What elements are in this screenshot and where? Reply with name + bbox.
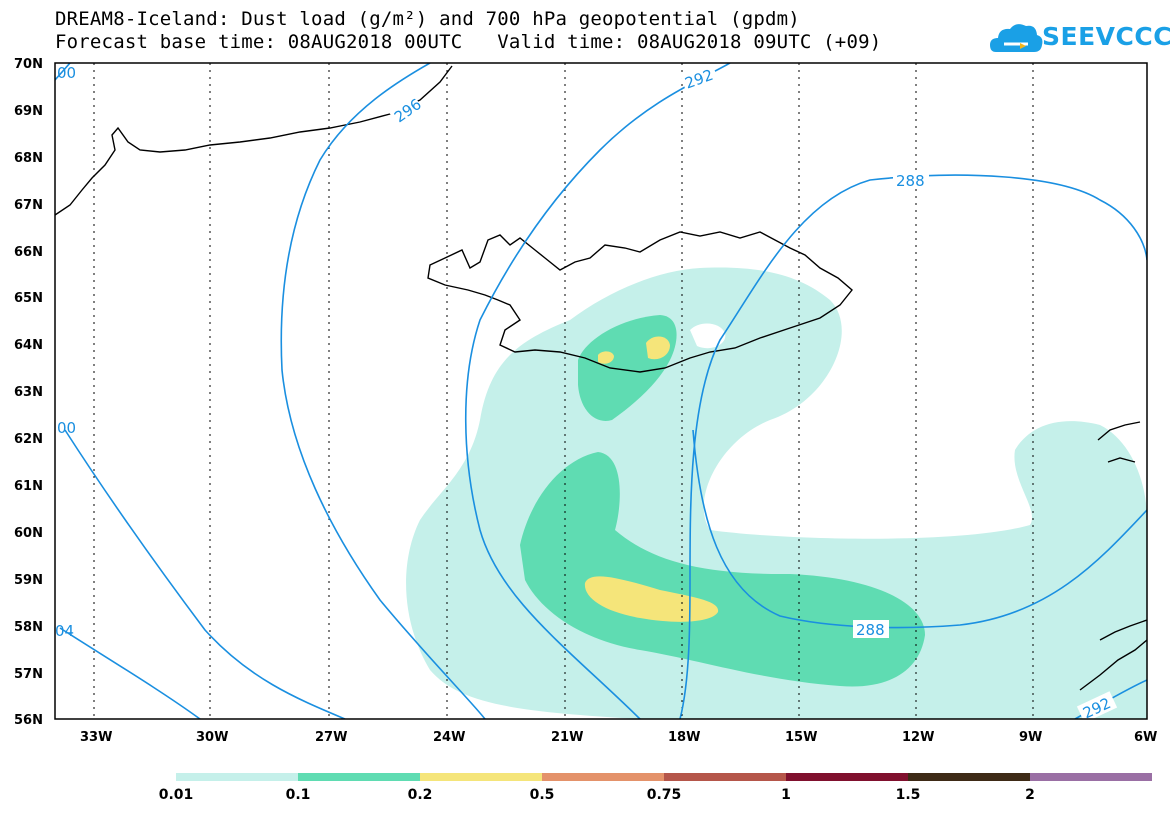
colorbar-tick-label: 2 [1025, 787, 1035, 803]
colorbar-tick-label: 0.1 [285, 787, 311, 803]
lat-label: 62N [14, 432, 43, 447]
lat-label: 69N [14, 104, 43, 119]
contour-label-288-top: 288 [896, 172, 925, 190]
colorbar-segment [664, 773, 786, 781]
lat-label: 65N [14, 291, 43, 306]
lat-label: 63N [14, 385, 43, 400]
colorbar-segment [420, 773, 542, 781]
contour-304 [59, 627, 201, 719]
colorbar-tick-label: 1 [781, 787, 791, 803]
contour-label-288-bottom: 288 [856, 621, 885, 639]
lat-label: 64N [14, 338, 43, 353]
faroe-shetland-coast [1079, 421, 1147, 691]
lon-label: 9W [1019, 730, 1042, 745]
dust-shade-0.2-a [598, 351, 614, 364]
latitude-axis: 70N 69N 68N 67N 66N 65N 64N 63N 62N 61N … [14, 57, 43, 728]
dust-shade-0.2-c [584, 576, 719, 622]
map-title: DREAM8-Iceland: Dust load (g/m²) and 700… [55, 8, 800, 30]
lon-label: 33W [80, 730, 112, 745]
colorbar-tick-label: 0.5 [529, 787, 555, 803]
map-frame [54, 62, 1148, 720]
lon-label: 6W [1134, 730, 1157, 745]
contour-288-north [679, 174, 1147, 719]
colorbar-segment [908, 773, 1030, 781]
lon-label: 30W [196, 730, 228, 745]
longitude-axis: 33W 30W 27W 24W 21W 18W 15W 12W 9W 6W [80, 730, 1157, 745]
contour-label-292-top: 292 [683, 66, 716, 93]
lon-label: 12W [902, 730, 934, 745]
contour-300-top [55, 63, 71, 81]
lon-label: 21W [551, 730, 583, 745]
forecast-time-line: Forecast base time: 08AUG2018 00UTC Vali… [55, 31, 882, 53]
colorbar-tick-label: 1.5 [895, 787, 921, 803]
lat-label: 68N [14, 151, 43, 166]
lon-label: 24W [433, 730, 465, 745]
iceland-coast [427, 231, 853, 373]
lat-label: 60N [14, 526, 43, 541]
lat-label: 58N [14, 620, 43, 635]
lat-label: 61N [14, 479, 43, 494]
colorbar-segment [176, 773, 298, 781]
contour-296 [280, 63, 486, 719]
lat-label: 66N [14, 245, 43, 260]
colorbar-tick-label: 0.2 [407, 787, 433, 803]
dust-shade-0.2-b [646, 336, 670, 360]
greenland-coast [55, 65, 453, 216]
lat-label: 59N [14, 573, 43, 588]
contour-label-300-left: 00 [57, 419, 76, 437]
contour-292 [464, 63, 731, 719]
colorbar-segment [542, 773, 664, 781]
logo-text: SEEVCCC [1042, 22, 1173, 51]
lat-label: 57N [14, 667, 43, 682]
colorbar-segment [298, 773, 420, 781]
colorbar-segment [786, 773, 908, 781]
contour-300 [64, 429, 346, 719]
colorbar-segment [1030, 773, 1152, 781]
dust-shade-0.1-south [520, 452, 925, 687]
lon-label: 27W [315, 730, 347, 745]
contour-label-304: 04 [55, 622, 74, 640]
colorbar-tick-label: 0.75 [646, 787, 682, 803]
lon-label: 15W [785, 730, 817, 745]
lat-label: 56N [14, 713, 43, 728]
colorbar-tick-label: 0.01 [158, 787, 194, 803]
lon-label: 18W [668, 730, 700, 745]
contour-label-300-top: 00 [57, 64, 76, 82]
lat-label: 67N [14, 198, 43, 213]
lat-label: 70N [14, 57, 43, 72]
cloud-icon [990, 24, 1043, 52]
